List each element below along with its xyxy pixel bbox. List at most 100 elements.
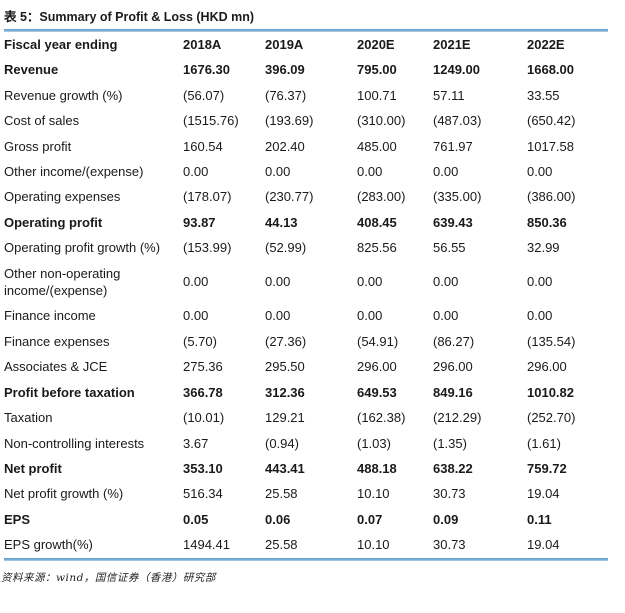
row-label: Net profit growth (%)	[4, 486, 124, 502]
cell-value: 850.36	[527, 214, 567, 230]
cell-value: 25.58	[265, 537, 298, 553]
row-label: Other income/(expense)	[4, 164, 144, 180]
cell-value: (212.29)	[433, 410, 482, 426]
cell-value: 0.00	[357, 164, 383, 180]
cell-value: 0.00	[183, 164, 209, 180]
cell-value: (10.01)	[183, 410, 225, 426]
cell-value: 366.78	[183, 384, 223, 400]
table-row: Cost of sales (1515.76) (193.69) (310.00) (4…	[4, 108, 608, 133]
cell-value: (162.38)	[357, 410, 406, 426]
cell-value: 0.09	[433, 511, 459, 527]
row-label: Operating expenses	[4, 189, 121, 205]
row-label: Associates & JCE	[4, 359, 108, 375]
cell-value: (310.00)	[357, 113, 406, 129]
cell-value: 93.87	[183, 214, 216, 230]
cell-value: 1676.30	[183, 62, 230, 78]
cell-value: (1.03)	[357, 435, 391, 451]
row-label: Revenue	[4, 62, 59, 78]
cell-value: 649.53	[357, 384, 397, 400]
cell-value: 0.00	[265, 308, 291, 324]
cell-value: 129.21	[265, 410, 305, 426]
cell-value: 0.00	[527, 274, 553, 290]
cell-value: 443.41	[265, 460, 305, 476]
cell-value: 1249.00	[433, 62, 480, 78]
table-row: Other non-operating income/(expense) 0.00…	[4, 261, 608, 304]
cell-value: 396.09	[265, 62, 305, 78]
table-row: Finance expenses (5.70) (27.36) (54.91) (86.…	[4, 329, 608, 354]
row-label: Finance income	[4, 308, 96, 324]
cell-value: (1.35)	[433, 435, 467, 451]
table-row: Other income/(expense) 0.00 0.00 0.00 0.00 0.…	[4, 159, 608, 184]
table-row: Net profit 353.10 443.41 488.18 638.22 759.72	[4, 456, 608, 481]
bottom-rule	[4, 557, 608, 561]
table-row: EPS 0.05 0.06 0.07 0.09 0.11	[4, 507, 608, 532]
cell-value: (178.07)	[183, 189, 232, 205]
cell-value: (52.99)	[265, 240, 307, 256]
row-label: Revenue growth (%)	[4, 87, 123, 103]
cell-value: (1.61)	[527, 435, 561, 451]
cell-value: 10.10	[357, 537, 390, 553]
cell-value: 795.00	[357, 62, 397, 78]
cell-value: 312.36	[265, 384, 305, 400]
row-label: Operating profit growth (%)	[4, 240, 161, 256]
cell-value: 0.11	[527, 511, 552, 527]
cell-value: 202.40	[265, 138, 305, 154]
cell-value: 0.00	[433, 164, 459, 180]
column-header-year: 2021E	[433, 37, 471, 52]
cell-value: (230.77)	[265, 189, 314, 205]
top-rule	[4, 29, 608, 32]
table-title: 表 5：Summary of Profit & Loss (HKD mn)	[4, 10, 255, 24]
cell-value: 638.22	[433, 460, 473, 476]
cell-value: 353.10	[183, 460, 223, 476]
cell-value: 0.00	[265, 274, 291, 290]
source-note: 资料来源：wind，国信证券（香港）研究部	[1, 571, 216, 584]
cell-value: 296.00	[433, 359, 473, 375]
pnl-table: Fiscal year ending 2018A 2019A 2020E 2021E 20…	[4, 32, 608, 558]
table-row: Taxation (10.01) 129.21 (162.38) (212.29) (25…	[4, 405, 608, 430]
column-header-year: 2022E	[527, 37, 565, 52]
table-row: Gross profit 160.54 202.40 485.00 761.97 1017…	[4, 134, 608, 159]
table-row: Operating profit 93.87 44.13 408.45 639.43 85…	[4, 210, 608, 235]
cell-value: (252.70)	[527, 410, 576, 426]
row-label: Taxation	[4, 410, 53, 426]
cell-value: 275.36	[183, 359, 223, 375]
cell-value: 1010.82	[527, 384, 574, 400]
row-label: Gross profit	[4, 138, 72, 154]
cell-value: 1494.41	[183, 537, 230, 553]
cell-value: 0.00	[527, 164, 553, 180]
cell-value: 296.00	[357, 359, 397, 375]
cell-value: (56.07)	[183, 87, 225, 103]
cell-value: 10.10	[357, 486, 390, 502]
row-label: EPS	[4, 511, 31, 527]
row-label: EPS growth(%)	[4, 537, 93, 553]
cell-value: 849.16	[433, 384, 473, 400]
cell-value: 0.07	[357, 511, 383, 527]
column-header-label: Fiscal year ending	[4, 37, 118, 52]
table-header-row: Fiscal year ending 2018A 2019A 2020E 2021E 20…	[4, 32, 608, 57]
row-label: Profit before taxation	[4, 384, 135, 400]
cell-value: 0.00	[433, 308, 459, 324]
cell-value: 0.00	[433, 274, 459, 290]
row-label: Non-controlling interests	[4, 435, 145, 451]
cell-value: 485.00	[357, 138, 397, 154]
cell-value: (650.42)	[527, 113, 576, 129]
cell-value: 1017.58	[527, 138, 574, 154]
cell-value: 100.71	[357, 87, 397, 103]
column-header-year: 2018A	[183, 37, 222, 52]
table-row: Finance income 0.00 0.00 0.00 0.00 0.00	[4, 303, 608, 328]
table-row: EPS growth(%) 1494.41 25.58 10.10 30.73 19.04	[4, 532, 608, 557]
cell-value: 0.00	[183, 274, 209, 290]
cell-value: (86.27)	[433, 333, 475, 349]
row-label: Finance expenses	[4, 333, 110, 349]
row-label: Cost of sales	[4, 113, 80, 129]
table-row: Non-controlling interests 3.67 (0.94) (1.03…	[4, 431, 608, 456]
row-label: Other non-operating income/(expense)	[4, 265, 121, 299]
cell-value: 160.54	[183, 138, 223, 154]
cell-value: (153.99)	[183, 240, 232, 256]
cell-value: 3.67	[183, 435, 209, 451]
report-table-page: 表 5：Summary of Profit & Loss (HKD mn) Fi…	[1, 10, 608, 584]
cell-value: (27.36)	[265, 333, 307, 349]
cell-value: 0.06	[265, 511, 291, 527]
column-header-year: 2019A	[265, 37, 304, 52]
cell-value: 0.00	[357, 274, 383, 290]
